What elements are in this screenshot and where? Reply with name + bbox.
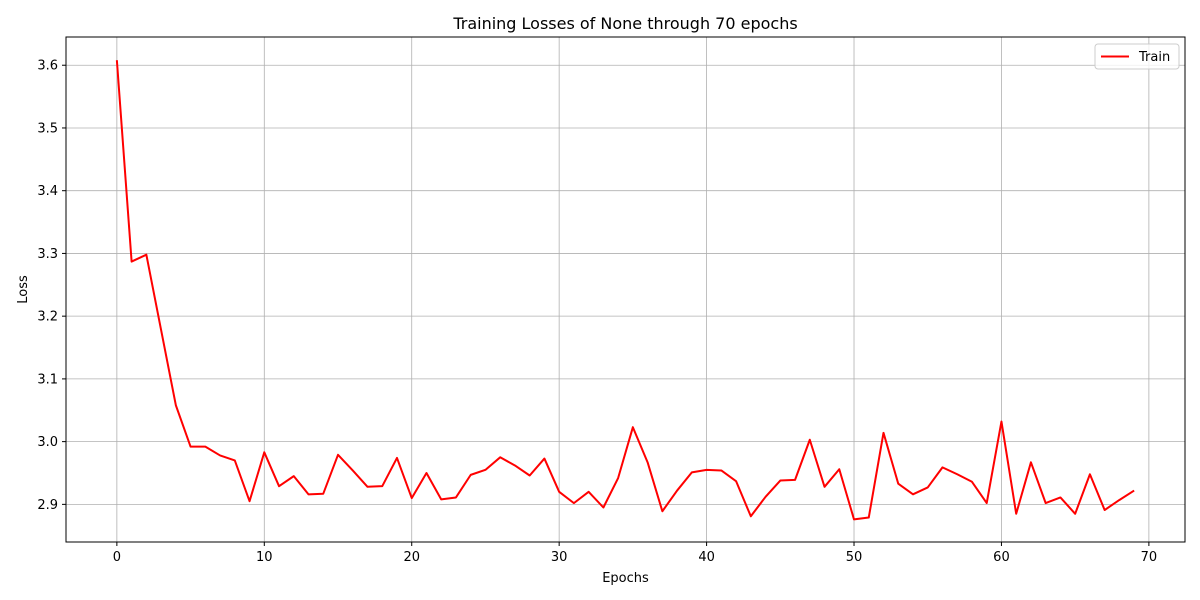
plot-frame bbox=[65, 36, 1186, 543]
y-tick-label: 3.3 bbox=[37, 247, 58, 262]
legend-box bbox=[1094, 43, 1180, 70]
x-tick-label: 0 bbox=[113, 550, 121, 565]
series-line-train bbox=[115, 60, 1135, 521]
x-tick-label: 70 bbox=[1141, 550, 1158, 565]
y-tick-label: 3.4 bbox=[37, 184, 58, 199]
x-tick-label: 20 bbox=[403, 550, 420, 565]
x-tick-label: 50 bbox=[846, 550, 863, 565]
x-axis-title: Epochs bbox=[602, 571, 649, 586]
x-tick-label: 60 bbox=[993, 550, 1010, 565]
y-axis: 2.9 3.0 3.1 3.2 3.3 3.4 3.5 3.6 bbox=[37, 59, 66, 513]
x-tick-label: 40 bbox=[698, 550, 715, 565]
x-tick-label: 10 bbox=[256, 550, 273, 565]
y-axis-title: Loss bbox=[16, 275, 31, 304]
y-tick-label: 2.9 bbox=[37, 498, 58, 513]
legend: Train bbox=[1094, 43, 1180, 70]
y-tick-label: 3.2 bbox=[37, 310, 58, 325]
y-tick-label: 3.5 bbox=[37, 121, 58, 136]
y-tick-label: 3.0 bbox=[37, 435, 58, 450]
chart-title: Training Losses of None through 70 epoch… bbox=[452, 14, 797, 33]
series-layer bbox=[115, 60, 1135, 521]
legend-label-train: Train bbox=[1138, 50, 1170, 65]
grid bbox=[66, 37, 1185, 542]
y-tick-label: 3.1 bbox=[37, 372, 58, 387]
y-tick-label: 3.6 bbox=[37, 59, 58, 74]
x-tick-label: 30 bbox=[551, 550, 568, 565]
x-axis: 0 10 20 30 40 50 60 70 bbox=[113, 542, 1157, 565]
